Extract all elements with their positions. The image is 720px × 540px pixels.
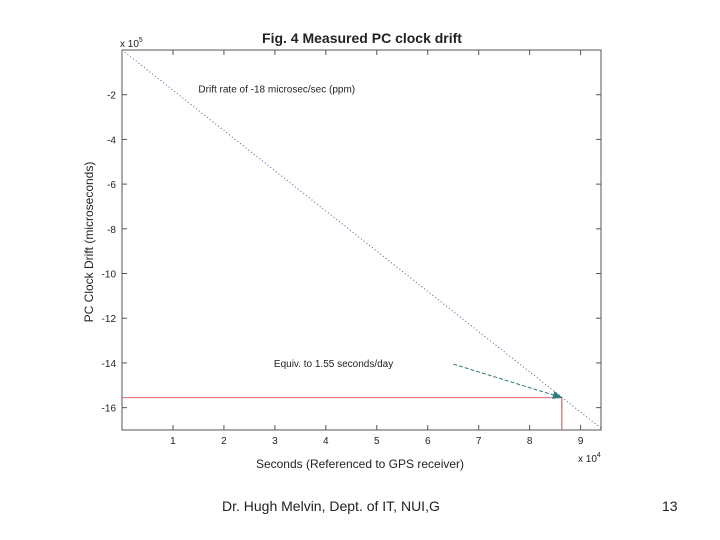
annotation-arrow (453, 363, 563, 399)
chart-title: Fig. 4 Measured PC clock drift (262, 30, 462, 46)
y-multiplier-exponent: 5 (139, 37, 143, 44)
x-tick-label: 7 (476, 436, 482, 447)
drift-rate-annotation: Drift rate of -18 microsec/sec (ppm) (198, 84, 355, 95)
y-tick-label: -8 (107, 225, 116, 236)
y-tick-label: -12 (102, 314, 117, 325)
reference-lines (122, 397, 563, 430)
y-tick-label: -2 (107, 91, 116, 102)
y-multiplier: x 105 (120, 37, 143, 50)
x-multiplier-exponent: 4 (597, 452, 601, 459)
y-tick-label: -14 (102, 359, 117, 370)
drift-series-line (121, 49, 602, 429)
y-axis-label: PC Clock Drift (microseconds) (82, 162, 96, 323)
x-tick-label: 4 (323, 436, 329, 447)
x-multiplier: x 104 (578, 452, 601, 465)
x-tick-label: 8 (527, 436, 533, 447)
x-tick-label: 9 (578, 436, 584, 447)
equiv-annotation: Equiv. to 1.55 seconds/day (274, 359, 393, 370)
ticks-layer: 1 2 3 4 5 6 7 8 9 -2 -4 -6 -8 -10 -12 -14 -16 (102, 50, 601, 447)
page-number: 13 (662, 498, 678, 514)
x-tick-label: 6 (425, 436, 431, 447)
footer-author: Dr. Hugh Melvin, Dept. of IT, NUI,G (222, 498, 440, 514)
y-tick-label: -10 (102, 270, 117, 281)
y-tick-label: -4 (107, 135, 116, 146)
x-tick-label: 5 (374, 436, 380, 447)
x-multiplier-base: x 10 (578, 454, 597, 465)
y-multiplier-base: x 10 (120, 39, 139, 50)
x-tick-label: 1 (170, 436, 176, 447)
plot-frame (121, 49, 602, 431)
x-axis-label: Seconds (Referenced to GPS receiver) (256, 457, 464, 471)
y-tick-label: -6 (107, 180, 116, 191)
x-tick-label: 3 (272, 436, 278, 447)
series-layer (121, 49, 602, 429)
y-tick-label: -16 (102, 404, 117, 415)
x-tick-label: 2 (221, 436, 227, 447)
